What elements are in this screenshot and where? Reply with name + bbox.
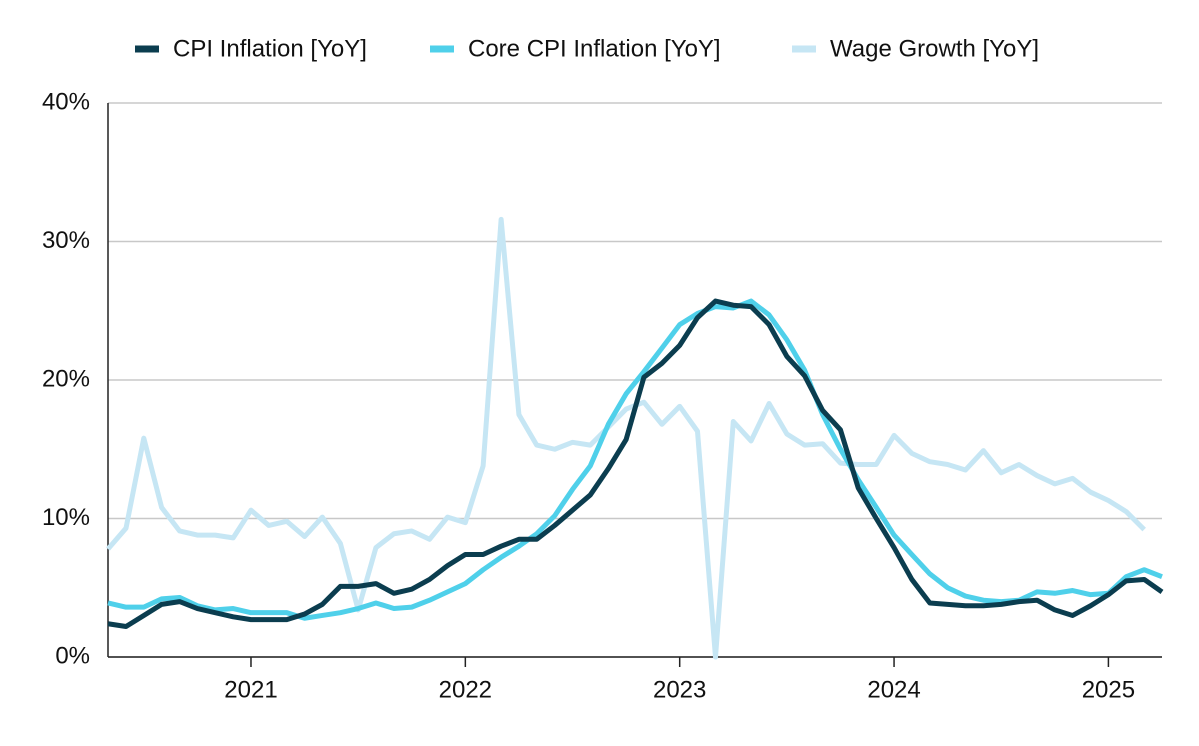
y-tick-label: 10% — [42, 504, 90, 531]
legend-label: Core CPI Inflation [YoY] — [468, 35, 721, 62]
series-line — [107, 298, 1163, 621]
y-tick-label: 30% — [42, 227, 90, 254]
x-tick-label: 2022 — [439, 676, 492, 703]
legend-label: CPI Inflation [YoY] — [173, 35, 367, 62]
x-tick-label: 2023 — [653, 676, 706, 703]
y-tick-label: 0% — [55, 642, 90, 669]
y-tick-label: 40% — [42, 88, 90, 115]
x-tick-label: 2024 — [867, 676, 920, 703]
legend-label: Wage Growth [YoY] — [830, 35, 1039, 62]
x-tick-label: 2025 — [1082, 676, 1135, 703]
x-tick-label: 2021 — [224, 676, 277, 703]
y-tick-label: 20% — [42, 365, 90, 392]
series-line — [106, 216, 1146, 660]
series-line — [107, 298, 1164, 630]
